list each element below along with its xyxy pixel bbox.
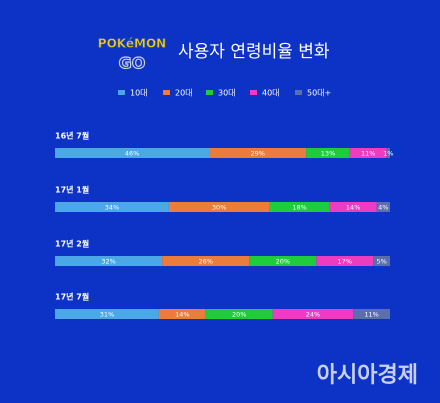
bar-segment (269, 202, 330, 212)
value-label: 11% (361, 150, 375, 158)
value-label: 32% (101, 258, 115, 266)
bar-segment (205, 309, 273, 319)
bar-segment (55, 309, 159, 319)
chart-title: 사용자 연령비율 변화 (178, 42, 330, 62)
legend-swatch (163, 90, 170, 95)
logo-bottom: GO (119, 54, 146, 73)
value-label: 18% (292, 204, 306, 212)
row-label: 17년 1월 (55, 185, 89, 195)
bar-segment (55, 256, 163, 266)
bar-segment (158, 309, 206, 319)
bar-segment (386, 148, 390, 158)
legend-label: 40대 (262, 89, 280, 98)
legend-label: 50대+ (307, 89, 331, 98)
legend-swatch (206, 90, 213, 95)
bar-segment (376, 202, 390, 212)
bar-segment (168, 202, 270, 212)
value-label: 14% (175, 311, 189, 319)
value-label: 20% (276, 258, 290, 266)
value-label: 24% (306, 311, 320, 319)
legend-swatch (250, 90, 257, 95)
watermark: 아시아경제 (317, 363, 418, 388)
value-label: 46% (125, 150, 139, 158)
value-label: 30% (212, 204, 226, 212)
row-label: 17년 7월 (55, 292, 89, 302)
bar-segment (162, 256, 250, 266)
bar-segment (209, 148, 307, 158)
bar-segment (306, 148, 350, 158)
bar-segment (329, 202, 377, 212)
row-label: 16년 7월 (55, 131, 89, 141)
bar-segment (249, 256, 317, 266)
value-label: 17% (338, 258, 352, 266)
bar-segment (353, 309, 390, 319)
bar-segment (316, 256, 374, 266)
bar-segment (373, 256, 390, 266)
value-label: 1% (383, 150, 393, 158)
legend-label: 10대 (130, 89, 148, 98)
value-label: 31% (100, 311, 114, 319)
bar-segment (55, 148, 210, 158)
legend-label: 30대 (218, 89, 236, 98)
value-label: 4% (378, 204, 388, 212)
row-label: 17년 2월 (55, 239, 89, 249)
legend-label: 20대 (175, 89, 193, 98)
value-label: 26% (199, 258, 213, 266)
bar-segment (349, 148, 387, 158)
value-label: 11% (364, 311, 378, 319)
value-label: 5% (376, 258, 386, 266)
value-label: 13% (321, 150, 335, 158)
legend-swatch (295, 90, 302, 95)
bar-segment (272, 309, 354, 319)
logo-top: POKéMON (98, 37, 166, 51)
value-label: 20% (232, 311, 246, 319)
value-label: 29% (250, 150, 264, 158)
bar-segment (55, 202, 169, 212)
value-label: 34% (105, 204, 119, 212)
value-label: 14% (346, 204, 360, 212)
legend-swatch (118, 90, 125, 95)
